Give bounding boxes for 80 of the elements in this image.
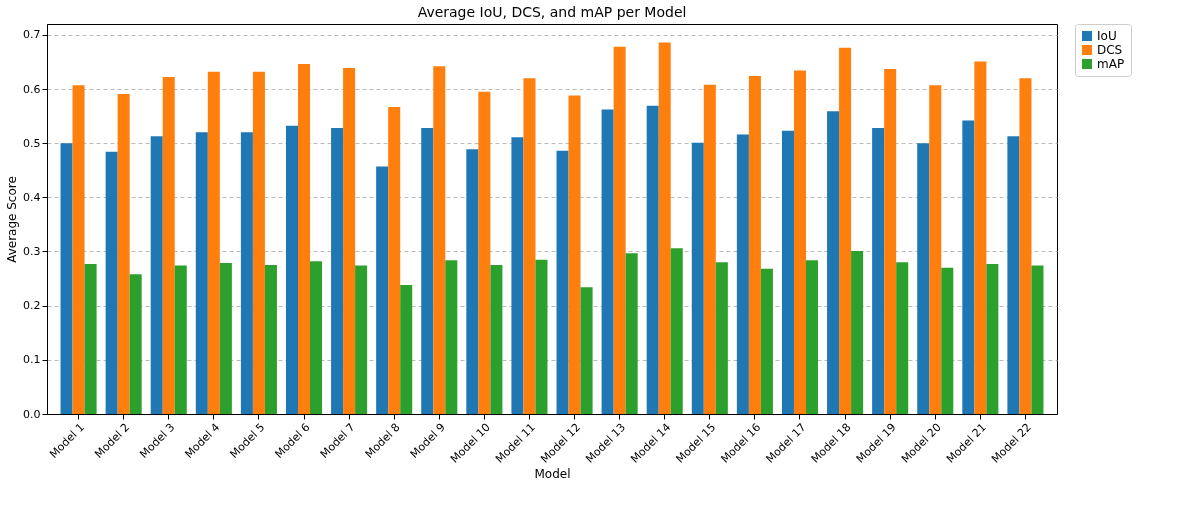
y-tick-label: 0.3 — [23, 245, 41, 258]
bar — [535, 259, 548, 414]
bar — [929, 85, 942, 414]
bar — [601, 109, 614, 414]
bar — [433, 66, 446, 414]
bar — [331, 128, 344, 414]
bar — [1007, 136, 1020, 414]
bar — [962, 120, 975, 414]
bar — [490, 265, 503, 414]
bar — [1019, 78, 1032, 414]
y-tick-label: 0.0 — [23, 407, 41, 421]
bar — [207, 71, 220, 414]
x-axis-title: Model — [534, 467, 571, 481]
bar — [400, 285, 413, 414]
bar — [827, 111, 840, 414]
bar — [219, 262, 232, 414]
y-tick-label: 0.6 — [23, 82, 41, 96]
y-tick-label: 0.7 — [23, 28, 41, 42]
bar — [240, 132, 253, 414]
bar — [715, 262, 728, 414]
bar — [839, 47, 852, 414]
bar — [670, 248, 683, 414]
bar — [511, 137, 524, 414]
bar — [658, 42, 671, 414]
bar — [376, 166, 389, 414]
y-tick-label: 0.1 — [23, 353, 41, 367]
bar — [974, 61, 987, 414]
bar — [613, 46, 626, 414]
bar — [884, 68, 897, 414]
chart-title: Average IoU, DCS, and mAP per Model — [417, 3, 687, 20]
bar — [162, 77, 175, 414]
bar — [174, 265, 187, 414]
bar — [355, 265, 368, 414]
bar — [195, 132, 208, 414]
bar — [736, 134, 749, 414]
legend-label: DCS — [1097, 43, 1123, 57]
legend-label: mAP — [1097, 57, 1125, 71]
y-tick-label: 0.5 — [23, 136, 41, 150]
bar — [703, 84, 716, 414]
bar — [252, 71, 265, 414]
bar — [625, 253, 638, 414]
bar — [760, 268, 773, 414]
bar — [72, 85, 85, 414]
bar — [285, 125, 298, 414]
bar — [646, 105, 659, 414]
bar — [986, 263, 999, 414]
bar — [941, 267, 954, 414]
y-tick-label: 0.2 — [23, 299, 41, 313]
bar — [872, 128, 885, 414]
bar — [105, 151, 118, 414]
legend-label: IoU — [1097, 29, 1117, 43]
bar — [748, 76, 761, 414]
bar — [150, 136, 163, 414]
bar — [310, 261, 323, 414]
bar — [580, 287, 593, 414]
bar — [264, 265, 277, 414]
bar — [60, 143, 73, 414]
bar — [523, 78, 536, 414]
bar — [478, 91, 491, 414]
bar — [793, 70, 806, 414]
bar — [781, 130, 794, 414]
bar — [917, 143, 930, 414]
bar — [806, 260, 819, 414]
y-axis-title: Average Score — [5, 176, 20, 263]
bar — [568, 95, 581, 414]
bar — [298, 64, 311, 414]
bar — [343, 67, 356, 414]
bar — [117, 93, 130, 414]
bar — [556, 150, 569, 414]
bar — [421, 128, 434, 414]
bar — [896, 262, 909, 414]
bar — [1031, 265, 1044, 414]
bar — [691, 142, 704, 414]
bar — [466, 149, 479, 414]
bar — [129, 274, 142, 414]
y-tick-label: 0.4 — [23, 190, 41, 204]
bar — [388, 106, 401, 414]
bar — [445, 260, 458, 414]
bar — [851, 250, 864, 414]
bar — [84, 263, 97, 414]
